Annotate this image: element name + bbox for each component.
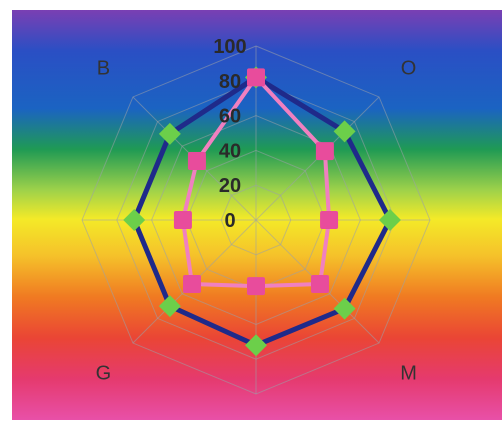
tick-label-0: 0 bbox=[224, 210, 235, 232]
series-1-point-7 bbox=[158, 122, 181, 145]
category-labels: O M G B bbox=[96, 57, 417, 384]
tick-label-80: 80 bbox=[219, 71, 241, 93]
tick-label-20: 20 bbox=[219, 175, 241, 197]
series-2-point-0 bbox=[247, 68, 265, 87]
series-1-point-1 bbox=[333, 120, 356, 143]
tick-label-100: 100 bbox=[213, 36, 246, 58]
tick-label-60: 60 bbox=[219, 106, 241, 128]
series-2-point-6 bbox=[173, 211, 192, 229]
category-label-m: M bbox=[400, 363, 417, 385]
category-label-b: B bbox=[97, 57, 110, 79]
series-layer bbox=[123, 66, 401, 357]
series-2-point-2 bbox=[320, 211, 339, 229]
series-2-point-7 bbox=[187, 151, 206, 170]
series-1-point-6 bbox=[123, 209, 146, 231]
series-2-point-5 bbox=[183, 274, 202, 293]
series-1-point-4 bbox=[245, 334, 267, 357]
category-label-o: O bbox=[401, 57, 417, 79]
radial-tick-labels: 0 20 40 60 80 100 bbox=[213, 36, 246, 232]
series-1-point-3 bbox=[333, 297, 356, 320]
series-2-point-3 bbox=[310, 274, 329, 293]
category-label-g: G bbox=[96, 363, 112, 385]
series-1-point-5 bbox=[158, 295, 181, 318]
series-2-point-1 bbox=[315, 142, 334, 161]
tick-label-40: 40 bbox=[219, 140, 241, 162]
series-1-point-2 bbox=[378, 209, 401, 231]
series-2-point-4 bbox=[247, 277, 265, 296]
